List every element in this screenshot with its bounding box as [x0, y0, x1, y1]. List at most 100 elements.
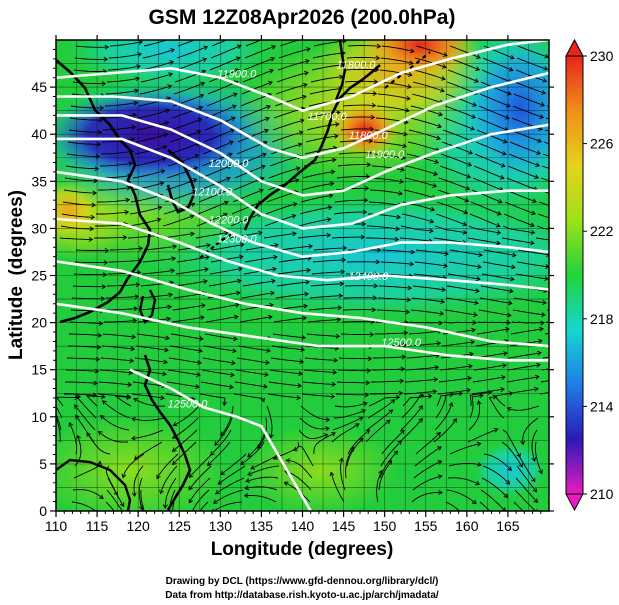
streamline [75, 249, 109, 251]
streamline-arrowhead [132, 112, 138, 118]
streamline [510, 328, 544, 335]
streamline-arrowhead [358, 437, 364, 443]
streamline [100, 415, 130, 431]
streamline [304, 357, 338, 361]
streamline-arrowhead [269, 68, 274, 74]
streamline [412, 475, 442, 491]
streamline-arrowhead [468, 150, 474, 155]
streamline [346, 57, 380, 59]
streamline [508, 352, 542, 359]
streamline-arrowhead [369, 126, 375, 132]
streamline-arrowhead [101, 284, 107, 290]
streamline-arrowhead [518, 462, 523, 468]
streamline-arrowhead [533, 498, 539, 503]
streamline-arrowhead [468, 363, 473, 369]
streamline-arrowhead [127, 382, 133, 388]
streamline-arrowhead [261, 164, 266, 170]
streamline-arrowhead [304, 291, 309, 297]
streamline-arrowhead [102, 272, 108, 278]
streamline [507, 405, 540, 411]
streamline-arrowhead [76, 434, 81, 440]
streamline [380, 261, 414, 265]
streamline [176, 46, 208, 59]
streamline [241, 292, 275, 299]
streamline-arrowhead [235, 56, 241, 62]
streamline [478, 309, 511, 317]
streamline-arrowhead [323, 433, 329, 438]
streamline [197, 201, 229, 215]
streamline [338, 357, 372, 360]
streamline-arrowhead [238, 33, 242, 37]
streamline-arrowhead [170, 48, 176, 53]
streamline-arrowhead [429, 228, 434, 234]
streamline [209, 268, 242, 275]
streamline-arrowhead [546, 252, 549, 257]
contour-label: 12500.0 [381, 337, 422, 349]
streamline-arrowhead [364, 185, 370, 191]
streamline-arrowhead [265, 360, 270, 365]
height-contour [56, 114, 549, 197]
streamline [203, 129, 235, 143]
streamline-arrowhead [203, 45, 209, 51]
streamline [537, 213, 549, 219]
streamline [63, 189, 97, 194]
streamline [480, 285, 513, 292]
streamline-arrowhead [68, 422, 74, 427]
streamline-arrowhead [103, 56, 109, 62]
streamline [250, 453, 281, 470]
streamline [72, 489, 104, 499]
streamline [237, 129, 269, 143]
streamline-arrowhead [466, 387, 471, 393]
streamline [472, 177, 504, 191]
streamline [68, 129, 102, 133]
streamline [107, 271, 141, 275]
streamline [232, 189, 264, 203]
streamline-arrowhead [296, 395, 302, 401]
streamline [278, 48, 311, 59]
streamline [333, 409, 366, 419]
streamline-arrowhead [467, 161, 473, 167]
streamline [279, 40, 301, 47]
streamline [286, 459, 313, 479]
streamline-arrowhead [190, 231, 195, 237]
streamline [516, 261, 549, 268]
streamline [414, 261, 448, 267]
streamline-arrowhead [535, 374, 540, 380]
streamline-arrowhead [540, 102, 546, 107]
streamline [449, 45, 481, 59]
streamline [98, 431, 129, 443]
streamline-arrowhead [122, 234, 128, 240]
streamline [445, 501, 461, 511]
streamline [413, 460, 442, 479]
x-tick-label: 155 [414, 518, 438, 534]
streamline [263, 232, 297, 239]
streamline-arrowhead [172, 244, 178, 250]
streamline [244, 45, 276, 59]
field-region-red-core [330, 102, 400, 158]
streamline [478, 105, 510, 119]
streamline-arrowhead [119, 502, 125, 508]
streamline [169, 345, 203, 352]
chart-title: GSM 12Z08Apr2026 (200.0hPa) [149, 6, 456, 29]
streamline [365, 419, 391, 443]
streamline [540, 380, 549, 383]
streamline [510, 129, 542, 143]
streamline-arrowhead [98, 117, 104, 123]
streamline [134, 357, 168, 363]
streamline [74, 404, 96, 431]
streamline-arrowhead [410, 249, 416, 255]
streamline [131, 182, 164, 191]
streamline [371, 380, 404, 383]
streamline-arrowhead [436, 340, 442, 346]
streamline-arrowhead [247, 471, 252, 476]
streamline [438, 377, 472, 383]
streamline [476, 129, 508, 143]
streamline [535, 237, 549, 241]
streamline [172, 429, 198, 452]
streamline [299, 417, 330, 430]
streamline-arrowhead [438, 111, 443, 117]
streamline [269, 155, 301, 167]
streamline-arrowhead [171, 256, 177, 262]
streamline [277, 269, 311, 275]
streamline [444, 309, 478, 316]
